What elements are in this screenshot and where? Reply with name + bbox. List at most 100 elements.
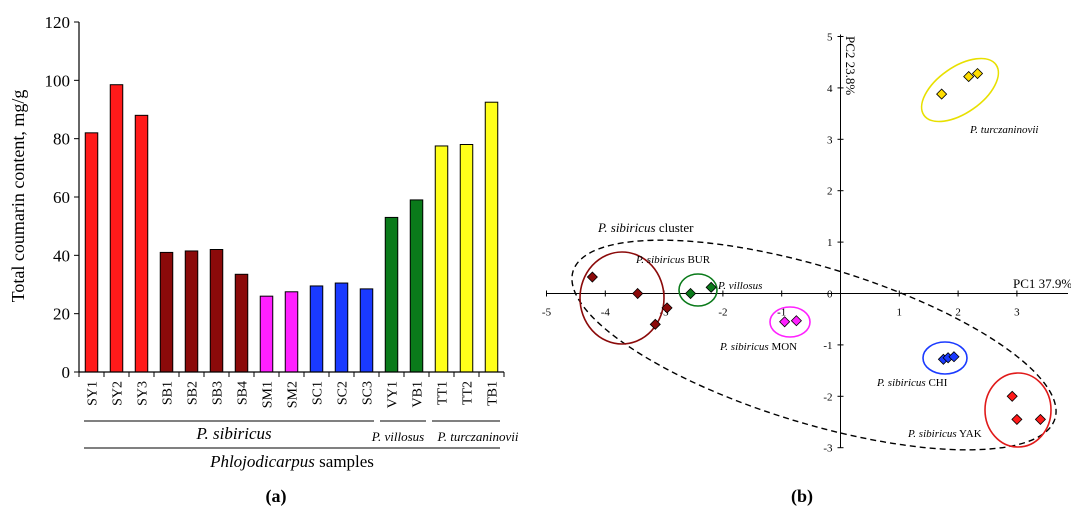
bar-sm2 (284, 291, 299, 373)
point-bur (586, 271, 598, 283)
pc1-tick-label: -5 (542, 307, 552, 319)
pc1-tick-label: -4 (601, 307, 611, 319)
bar-sm1 (259, 295, 274, 373)
villosus-label: P. villosus (717, 280, 762, 292)
x-tick-label: SY3 (136, 381, 151, 406)
y-tick-label: 80 (53, 130, 70, 149)
group-label-villosus: P. villosus (371, 429, 425, 444)
y-tick-label: 60 (53, 188, 70, 207)
chi-ellipse (922, 341, 968, 375)
x-tick-label: TB1 (486, 381, 501, 406)
x-tick-label: VY1 (386, 381, 401, 408)
bar-sy3 (134, 114, 149, 373)
x-tick-label: TT2 (461, 381, 476, 405)
pca-tick-labels: -5 -4 -3 -2 -1 1 2 3 -3 -2 -1 0 1 2 3 4 5 (542, 32, 1020, 455)
mon-label: P. sibiricus MON (719, 341, 797, 353)
cluster-ellipse (571, 239, 1057, 451)
y-tick-label: 100 (45, 71, 71, 90)
point-yak (1011, 413, 1023, 425)
point-mon (779, 316, 791, 328)
point-vil (684, 287, 697, 300)
bar-sb2 (184, 250, 199, 373)
pc1-tick-label: 1 (897, 307, 903, 319)
pc1-tick-label: -3 (660, 307, 670, 319)
group-label-sibiricus: P. sibiricus (195, 424, 272, 443)
mon-ellipse (769, 306, 811, 338)
pc1-tick-label: 2 (955, 307, 961, 319)
pc1-tick-label: 3 (1014, 307, 1020, 319)
pc2-tick-label: 2 (827, 186, 833, 198)
pc2-tick-label: 3 (827, 134, 833, 146)
x-tick-label: SB2 (186, 381, 201, 405)
pc2-tick-label: 1 (827, 237, 833, 249)
pc1-tick-label: -1 (777, 307, 786, 319)
bar-sc2 (334, 282, 349, 373)
point-tur (963, 71, 975, 83)
point-bur (632, 287, 644, 300)
villosus-ellipse (678, 273, 718, 307)
bar-chart: Total coumarin content, mg/g 0 20 40 60 80 10… (8, 13, 519, 507)
point-mon (790, 315, 802, 327)
bar-sb1 (159, 251, 174, 373)
bar-sb3 (209, 249, 224, 373)
point-tur (971, 67, 984, 80)
panel-a-label: (a) (266, 486, 287, 507)
bar-sb4 (234, 273, 249, 373)
y-tick-label: 20 (53, 305, 70, 324)
x-tick-label: SC3 (361, 381, 376, 405)
x-tick-label: SB1 (161, 381, 176, 405)
x-tick-labels: SY1 SY2 SY3 SB1 SB2 SB3 SB4 SM1 SM2 SC1 SC2 SC3 VY1 V… (78, 372, 505, 408)
x-tick-label: SB3 (211, 381, 226, 405)
pc2-tick-label: 0 (827, 289, 833, 301)
x-tick-label: VB1 (411, 381, 426, 407)
pc2-label: PC2 23.8% (843, 36, 858, 95)
x-tick-label: SY1 (86, 381, 101, 406)
x-tick-label: SB4 (236, 381, 251, 405)
turczaninovii-label: P. turczaninovii (969, 124, 1038, 136)
bar-sy2 (109, 84, 124, 373)
pc2-tick-label: -1 (823, 340, 832, 352)
bar-vy1 (384, 216, 399, 373)
y-tick-label: 120 (45, 13, 71, 32)
genus-label: Phlojodicarpus samples (209, 452, 374, 471)
bar-vb1 (409, 199, 424, 373)
bar-sc1 (309, 285, 324, 373)
point-chi (948, 351, 960, 363)
pc2-tick-label: 5 (827, 32, 833, 44)
pca-plot: -5 -4 -3 -2 -1 1 2 3 -3 -2 -1 0 1 2 3 4 5 PC1 37.9% PC2 … (542, 32, 1071, 508)
pc1-tick-label: -2 (718, 307, 727, 319)
point-tur (936, 88, 948, 100)
point-yak (1006, 390, 1018, 402)
bar-tt1 (434, 145, 449, 373)
y-tick-label: 40 (53, 246, 70, 265)
x-tick-label: SM1 (261, 381, 276, 408)
bar-sc3 (359, 288, 374, 373)
x-tick-label: SY2 (111, 381, 126, 406)
yak-label: P. sibiricus YAK (907, 428, 982, 440)
cluster-label: P. sibiricus cluster (597, 220, 694, 235)
bar-tb1 (484, 101, 499, 373)
y-axis-label: Total coumarin content, mg/g (8, 90, 28, 303)
x-tick-label: SC1 (311, 381, 326, 405)
pc2-tick-label: -2 (823, 391, 832, 403)
yak-ellipse (984, 372, 1052, 448)
bars (84, 84, 499, 373)
x-tick-label: SM2 (286, 381, 301, 408)
point-bur (661, 302, 673, 314)
panel-b-label: (b) (791, 486, 813, 507)
y-tick-label: 0 (62, 363, 71, 382)
pca-points (586, 67, 1046, 425)
y-tick-labels: 0 20 40 60 80 100 120 (45, 13, 79, 382)
pc2-tick-label: -3 (823, 443, 833, 455)
point-bur (649, 318, 661, 330)
bar-tt2 (459, 144, 474, 373)
pc1-label: PC1 37.9% (1013, 276, 1071, 291)
bur-label: P. sibiricus BUR (635, 254, 711, 266)
group-label-turczaninovii: P. turczaninovii (437, 429, 519, 444)
pc2-tick-label: 4 (827, 83, 833, 95)
x-tick-label: SC2 (336, 381, 351, 405)
chi-label: P. sibiricus CHI (876, 377, 948, 389)
point-vil (705, 281, 717, 293)
turczaninovii-ellipse (920, 57, 1000, 123)
